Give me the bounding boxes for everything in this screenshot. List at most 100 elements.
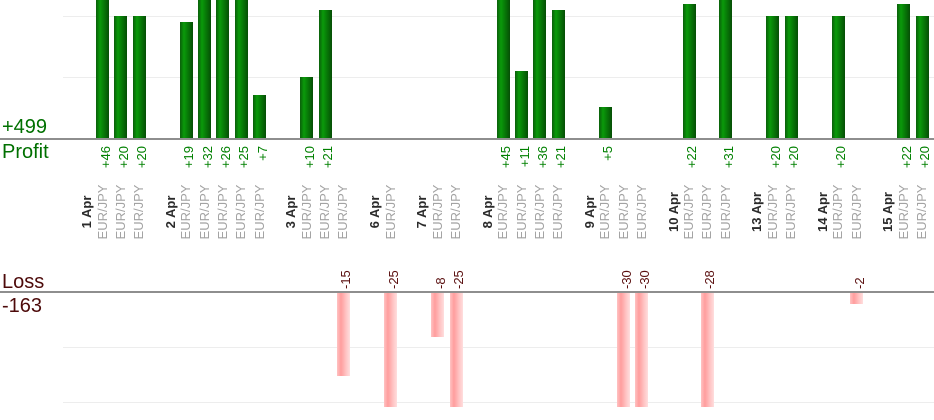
loss-value-label: -28 [702, 270, 718, 289]
loss-value-label: -8 [432, 277, 448, 289]
profit-bar [216, 0, 230, 138]
profit-bar [179, 22, 193, 138]
profit-bar [915, 16, 929, 138]
pair-label: EUR/JPY [214, 184, 230, 240]
date-label: 9 Apr [581, 195, 597, 229]
pair-label: EUR/JPY [335, 184, 351, 240]
profit-bar [496, 0, 510, 138]
pair-label: EUR/JPY [848, 184, 864, 240]
profit-value-label: +25 [236, 146, 252, 169]
profit-bar [114, 16, 128, 138]
profit-value-label: +20 [134, 146, 150, 169]
loss-axis-line [0, 291, 934, 293]
profit-value-label: +11 [516, 146, 532, 168]
profit-bar [96, 0, 109, 138]
loss-bar [700, 293, 714, 407]
profit-value-label: +36 [534, 146, 550, 169]
loss-gridline-20 [63, 402, 934, 403]
pair-label: EUR/JPY [94, 184, 110, 240]
profit-value-label: +20 [767, 146, 783, 169]
profit-value-label: +20 [115, 146, 131, 169]
profit-bar [831, 16, 845, 138]
pair-label: EUR/JPY [531, 184, 547, 240]
profit-bar [784, 16, 798, 138]
loss-gridline-10 [63, 347, 934, 348]
profit-value-label: +26 [217, 146, 233, 169]
pair-label: EUR/JPY [895, 184, 911, 240]
profit-bar [551, 10, 565, 138]
pair-label: EUR/JPY [382, 184, 398, 240]
profit-axis-line [0, 138, 934, 140]
profit-value-label: +32 [199, 146, 215, 169]
profit-value-label: +22 [898, 146, 914, 169]
pair-label: EUR/JPY [131, 184, 147, 240]
pair-label: EUR/JPY [429, 184, 445, 240]
loss-value-label: -30 [636, 270, 652, 289]
pair-label: EUR/JPY [633, 184, 649, 240]
profit-bar [300, 77, 314, 138]
pair-label: EUR/JPY [317, 184, 332, 240]
profit-bar [253, 95, 266, 138]
loss-bar [617, 293, 631, 407]
pair-label: EUR/JPY [178, 184, 194, 240]
profit-bar [198, 0, 212, 138]
date-label: 14 Apr [814, 192, 830, 232]
profit-value-label: +45 [498, 146, 514, 169]
date-label: 1 Apr [79, 195, 94, 229]
date-label: 7 Apr [414, 195, 430, 229]
date-label: 8 Apr [479, 195, 495, 229]
loss-bar [449, 293, 463, 407]
pair-label: EUR/JPY [597, 184, 613, 240]
pair-label: EUR/JPY [830, 184, 846, 240]
profit-value-label: +22 [684, 146, 700, 169]
pair-label: EUR/JPY [196, 184, 212, 240]
date-label: 10 Apr [665, 192, 681, 232]
profit-value-label: +7 [254, 146, 270, 161]
loss-bar [431, 293, 445, 337]
date-label: 3 Apr [283, 195, 299, 229]
pair-label: EUR/JPY [550, 184, 566, 240]
profit-bar [515, 71, 528, 138]
loss-axis-title: Loss [2, 271, 45, 293]
pair-label: EUR/JPY [448, 184, 463, 240]
loss-value-label: -25 [385, 270, 401, 289]
profit-value-label: +5 [600, 146, 616, 161]
profit-value-label: +10 [301, 146, 317, 169]
profit-value-label: +20 [833, 146, 849, 169]
pair-label: EUR/JPY [783, 184, 799, 240]
pair-label: EUR/JPY [233, 184, 249, 240]
pair-label: EUR/JPY [615, 184, 631, 240]
loss-bar [336, 293, 350, 376]
profit-bar [318, 10, 332, 138]
profit-bar [719, 0, 733, 138]
loss-bar [384, 293, 397, 407]
date-label: 15 Apr [880, 192, 896, 232]
loss-value-label: -2 [851, 277, 867, 289]
profit-value-label: +21 [320, 146, 335, 169]
pair-label: EUR/JPY [914, 184, 930, 240]
loss-value-label: -30 [618, 270, 634, 289]
profit-value-label: +20 [786, 146, 802, 169]
date-label: 2 Apr [162, 195, 178, 229]
pair-label: EUR/JPY [699, 184, 715, 240]
profit-axis-title: Profit [2, 141, 49, 163]
profit-bar [598, 107, 612, 138]
pair-label: EUR/JPY [681, 184, 697, 240]
pair-label: EUR/JPY [112, 184, 128, 240]
date-label: 13 Apr [749, 192, 765, 232]
loss-total: -163 [2, 295, 43, 317]
profit-bar [766, 16, 780, 138]
profit-value-label: +31 [720, 146, 736, 169]
profit-value-label: +19 [181, 146, 197, 169]
pair-label: EUR/JPY [251, 184, 267, 240]
loss-bar [635, 293, 649, 407]
profit-bar [897, 4, 911, 138]
loss-value-label: -15 [338, 270, 354, 289]
pair-label: EUR/JPY [495, 184, 511, 240]
profit-bar [132, 16, 146, 138]
pair-label: EUR/JPY [764, 184, 780, 240]
profit-bar [234, 0, 248, 138]
profit-value-label: +21 [553, 146, 569, 169]
date-label: 6 Apr [367, 195, 382, 229]
